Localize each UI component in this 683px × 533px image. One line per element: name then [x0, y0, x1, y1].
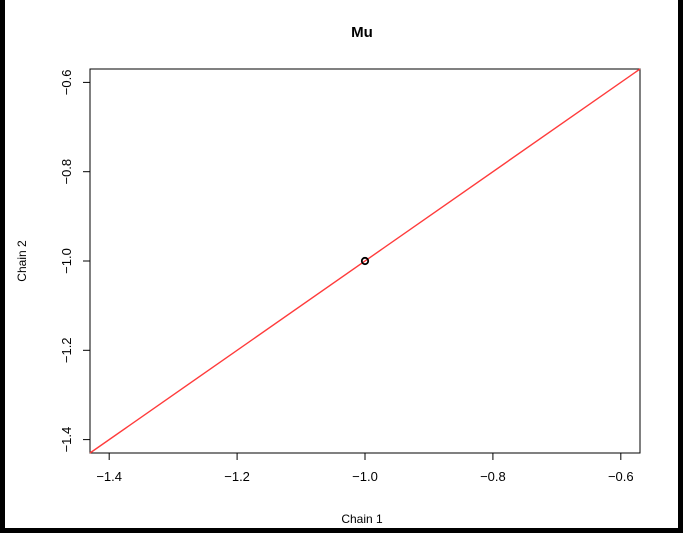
- y-tick-label: −0.8: [59, 159, 74, 185]
- x-axis-label: Chain 1: [341, 512, 383, 526]
- y-tick-label: −1.0: [59, 248, 74, 274]
- y-axis-label: Chain 2: [15, 240, 29, 282]
- chart-marks: −1.4 −1.2 −1.0 −0.8 −0.6 −1.4 −1.2 −1.0 −0.8 −0.6: [59, 68, 641, 484]
- identity-line: [89, 68, 641, 454]
- x-tick-label: −1.2: [224, 469, 250, 484]
- data-point: [360, 256, 370, 266]
- y-tick-label: −1.4: [59, 427, 74, 453]
- x-tick-label: −1.0: [352, 469, 378, 484]
- x-tick-label: −0.6: [608, 469, 634, 484]
- x-tick-label: −1.4: [96, 469, 122, 484]
- chart-title: Mu: [351, 24, 373, 41]
- x-tick-label: −0.8: [480, 469, 506, 484]
- chart-svg: Mu Chain 1 Chain 2 −1.4 −1.2 −1.0 −0.8 −0.6−…: [15, 24, 641, 526]
- y-tick-label: −1.2: [59, 337, 74, 363]
- y-tick-label: −0.6: [59, 70, 74, 96]
